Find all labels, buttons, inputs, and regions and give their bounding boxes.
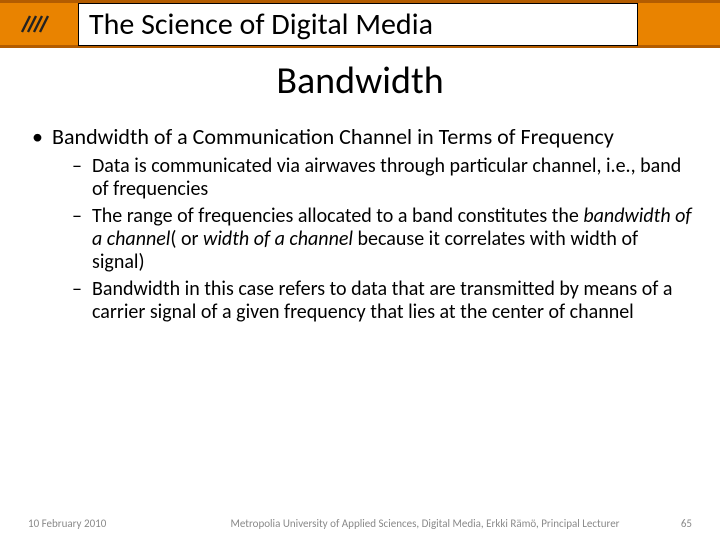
header-bar: The Science of Digital Media [0,0,720,48]
footer-center: Metropolia University of Applied Science… [198,517,652,530]
header-title-box: The Science of Digital Media [72,3,720,46]
bullet-emph: width of a channel [203,227,357,251]
header-title: The Science of Digital Media [89,6,627,43]
bullet-text: The range of frequencies allocated to a … [92,204,583,228]
bullet-text: ( or [170,227,203,251]
bullet-level2: The range of frequencies allocated to a … [28,205,692,274]
metropolia-stripes-icon [20,14,52,34]
logo-box [0,3,72,45]
bullet-level1: Bandwidth of a Communication Channel in … [28,124,692,149]
footer-date: 10 February 2010 [28,517,198,530]
bullet-level2: Data is communicated via airwaves throug… [28,155,692,201]
footer-page-number: 65 [652,517,692,530]
footer: 10 February 2010 Metropolia University o… [0,517,720,530]
slide: The Science of Digital Media Bandwidth B… [0,0,720,540]
content-area: Bandwidth of a Communication Channel in … [0,104,720,324]
header-title-inner: The Science of Digital Media [78,3,638,46]
bullet-level2: Bandwidth in this case refers to data th… [28,278,692,324]
slide-title: Bandwidth [0,58,720,104]
